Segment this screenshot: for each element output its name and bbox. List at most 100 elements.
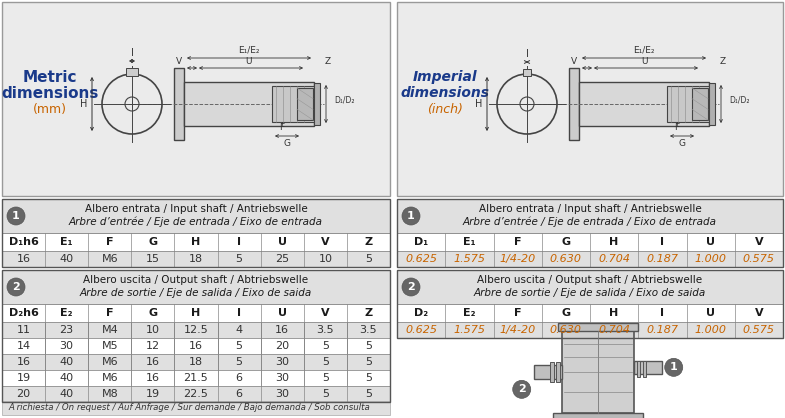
Text: G: G [148, 308, 158, 318]
Text: I: I [526, 49, 528, 59]
Text: V: V [321, 237, 330, 247]
Text: 0.187: 0.187 [646, 325, 678, 335]
Bar [579, 82, 709, 126]
Text: U: U [278, 308, 287, 318]
Text: 5: 5 [365, 357, 372, 367]
Bar [523, 69, 531, 76]
Text: D₁h6: D₁h6 [9, 237, 38, 247]
Text: 0.704: 0.704 [598, 254, 630, 264]
Bar [174, 68, 184, 140]
Circle shape [665, 358, 683, 376]
Text: 5: 5 [365, 341, 372, 351]
Text: 21.5: 21.5 [184, 373, 208, 383]
Text: 5: 5 [236, 341, 243, 351]
Text: 15: 15 [146, 254, 160, 264]
Bar [667, 86, 709, 122]
Text: H: H [609, 237, 619, 247]
Text: M6: M6 [101, 254, 118, 264]
Bar [184, 82, 314, 126]
Text: D₁/D₂: D₁/D₂ [334, 95, 355, 104]
Text: F: F [514, 237, 521, 247]
Text: 18: 18 [189, 254, 203, 264]
Text: E₁: E₁ [60, 237, 73, 247]
Text: M8: M8 [101, 389, 119, 399]
Text: M5: M5 [101, 341, 118, 351]
Text: 5: 5 [236, 357, 243, 367]
Text: 0.625: 0.625 [405, 325, 437, 335]
Text: 1.575: 1.575 [454, 325, 485, 335]
Text: I: I [237, 237, 241, 247]
Text: 30: 30 [276, 389, 289, 399]
Text: H: H [475, 99, 482, 109]
Text: F: F [106, 308, 114, 318]
Text: G: G [561, 308, 571, 318]
Bar [553, 413, 643, 418]
Text: 18: 18 [189, 357, 203, 367]
Bar [709, 83, 715, 125]
Text: 16: 16 [276, 325, 289, 335]
Text: I: I [237, 308, 241, 318]
Text: V: V [754, 308, 763, 318]
Bar [297, 88, 313, 120]
Text: 1/4-20: 1/4-20 [499, 254, 535, 264]
Text: 19: 19 [16, 373, 31, 383]
Text: G: G [283, 140, 290, 148]
Text: M4: M4 [101, 325, 119, 335]
Text: 0.630: 0.630 [550, 325, 582, 335]
Text: M6: M6 [101, 357, 118, 367]
Text: 1.000: 1.000 [695, 254, 727, 264]
Bar [2, 401, 390, 415]
Bar [2, 251, 390, 267]
Text: M6: M6 [101, 373, 118, 383]
Bar [2, 386, 390, 402]
Text: F: F [514, 308, 521, 318]
Text: 25: 25 [276, 254, 290, 264]
Bar [550, 362, 553, 382]
Text: 40: 40 [60, 254, 74, 264]
Text: F: F [279, 122, 284, 132]
Text: 6: 6 [236, 389, 243, 399]
Text: Albero uscita / Output shaft / Abtriebswelle: Albero uscita / Output shaft / Abtriebsw… [83, 275, 309, 285]
Bar [569, 68, 579, 140]
Text: V: V [571, 56, 577, 66]
Bar [126, 68, 138, 76]
Text: 16: 16 [189, 341, 203, 351]
Text: 5: 5 [236, 254, 243, 264]
Text: 5: 5 [365, 254, 372, 264]
Bar [397, 304, 783, 322]
Text: 0.187: 0.187 [646, 254, 678, 264]
Text: 12: 12 [146, 341, 160, 351]
Circle shape [402, 207, 420, 225]
Text: E₁/E₂: E₁/E₂ [633, 46, 655, 54]
Text: 5: 5 [365, 389, 372, 399]
Bar [2, 233, 390, 251]
Bar [637, 361, 640, 377]
Text: Z: Z [364, 308, 373, 318]
Text: Metric: Metric [23, 69, 77, 84]
Text: H: H [609, 308, 619, 318]
Bar [534, 365, 562, 380]
Text: Z: Z [364, 237, 373, 247]
Bar [2, 199, 390, 267]
Text: F: F [674, 122, 680, 132]
Text: D₁: D₁ [414, 237, 428, 247]
Bar [397, 199, 783, 233]
Text: 1.575: 1.575 [454, 254, 485, 264]
Bar [397, 199, 783, 267]
Text: 3.5: 3.5 [316, 325, 334, 335]
Text: U: U [246, 56, 252, 66]
Text: (mm): (mm) [33, 102, 67, 115]
Text: 5: 5 [322, 341, 329, 351]
Text: 2: 2 [407, 282, 415, 292]
Text: 1: 1 [12, 211, 20, 221]
Text: 40: 40 [60, 357, 74, 367]
Text: Albero entrata / Input shaft / Antriebswelle: Albero entrata / Input shaft / Antriebsw… [479, 204, 701, 214]
Text: 30: 30 [60, 341, 74, 351]
Text: 1/4-20: 1/4-20 [499, 325, 535, 335]
Text: D₂: D₂ [414, 308, 428, 318]
Text: F: F [106, 237, 114, 247]
Bar [2, 270, 390, 304]
Text: 5: 5 [365, 373, 372, 383]
Bar [397, 2, 783, 196]
Bar [272, 86, 314, 122]
